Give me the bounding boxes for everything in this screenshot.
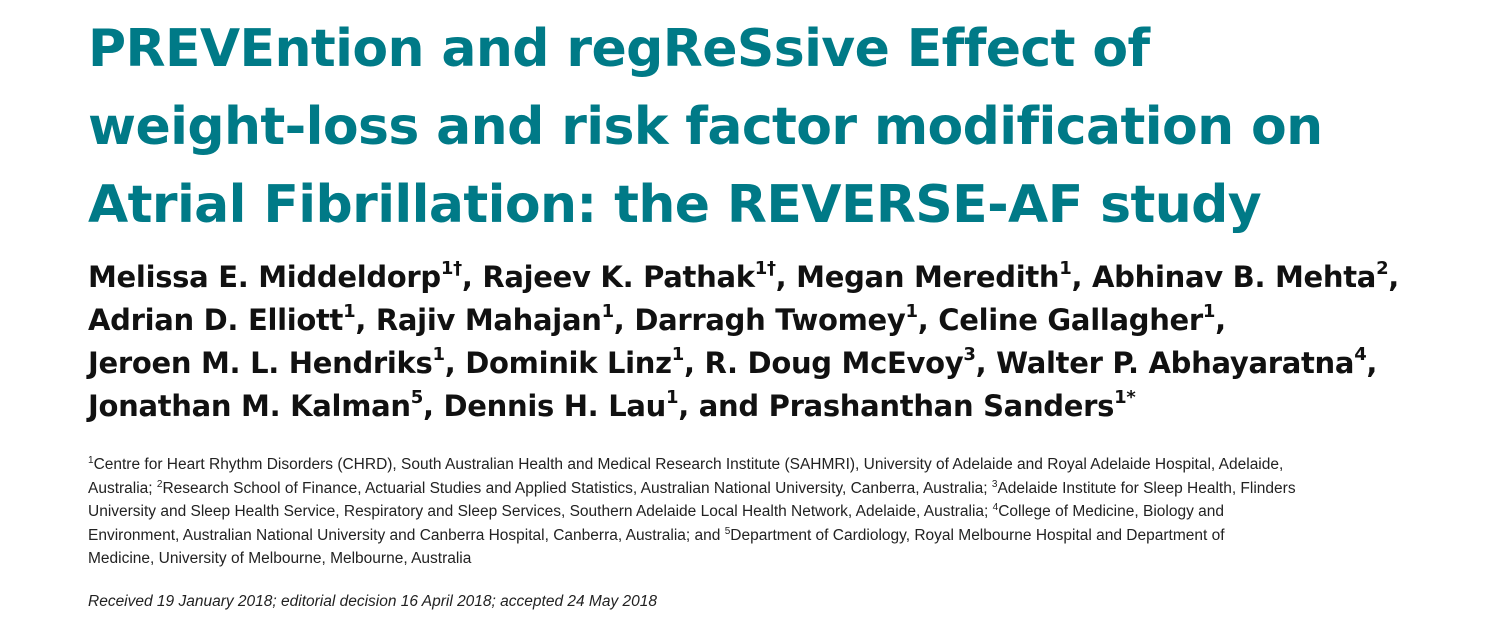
author-name: Jeroen M. L. Hendriks bbox=[88, 346, 433, 380]
affiliation-text: Research School of Finance, Actuarial St… bbox=[162, 479, 992, 497]
author-affiliation-marker: 1 bbox=[671, 344, 685, 365]
affiliation-text: Adelaide Institute for Sleep Health, Fli… bbox=[997, 479, 1296, 497]
author-name: R. Doug McEvoy bbox=[704, 346, 964, 380]
author-affiliation-marker: 1 bbox=[905, 301, 919, 322]
author-affiliation-marker: 1 bbox=[343, 301, 356, 322]
affiliation-text: University and Sleep Health Service, Res… bbox=[88, 503, 993, 520]
affiliation-number: 4 bbox=[992, 502, 999, 513]
author-separator: , bbox=[1366, 346, 1378, 380]
author-separator: , and bbox=[678, 389, 769, 423]
affiliation-text: Medicine, University of Melbourne, Melbo… bbox=[88, 550, 472, 567]
affiliation-line-3: University and Sleep Health Service, Res… bbox=[88, 500, 1428, 524]
received-dates: Received 19 January 2018; editorial deci… bbox=[88, 593, 657, 610]
author-affiliation-marker: 1† bbox=[440, 258, 462, 279]
author-name: Adrian D. Elliott bbox=[88, 303, 344, 337]
affiliation-line-5: Medicine, University of Melbourne, Melbo… bbox=[88, 547, 1428, 571]
author-name: Prashanthan Sanders bbox=[768, 389, 1115, 423]
author-name: Rajiv Mahajan bbox=[375, 303, 602, 337]
author-separator: , bbox=[461, 260, 483, 294]
author-name: Dennis H. Lau bbox=[443, 389, 666, 423]
author-name: Dominik Linz bbox=[465, 346, 672, 380]
affiliation-list: 1Centre for Heart Rhythm Disorders (CHRD… bbox=[88, 453, 1428, 571]
author-affiliation-marker: 1 bbox=[1059, 258, 1072, 279]
affiliation-number: 3 bbox=[991, 478, 998, 490]
author-name: Jonathan M. Kalman bbox=[88, 389, 411, 423]
author-list: Melissa E. Middeldorp1†, Rajeev K. Patha… bbox=[88, 256, 1428, 428]
author-affiliation-marker: 4 bbox=[1354, 344, 1367, 365]
affiliation-text: Centre for Heart Rhythm Disorders (CHRD)… bbox=[93, 456, 1284, 473]
author-line-3: Jeroen M. L. Hendriks1, Dominik Linz1, R… bbox=[88, 342, 1428, 385]
affiliation-text: Environment, Australian National Univers… bbox=[88, 526, 725, 544]
author-separator: , bbox=[1388, 260, 1400, 294]
affiliation-line-4: Environment, Australian National Univers… bbox=[88, 524, 1428, 548]
author-line-4: Jonathan M. Kalman5, Dennis H. Lau1, and… bbox=[88, 385, 1428, 428]
author-separator: , bbox=[975, 346, 997, 380]
author-separator: , bbox=[683, 346, 705, 380]
author-separator: , bbox=[1071, 260, 1093, 294]
affiliation-number: 2 bbox=[156, 478, 163, 490]
author-affiliation-marker: 1 bbox=[601, 301, 615, 322]
author-separator: , bbox=[917, 303, 939, 337]
affiliation-number: 1 bbox=[88, 455, 94, 466]
author-name: Rajeev K. Pathak bbox=[482, 260, 755, 294]
author-name: Darragh Twomey bbox=[634, 303, 906, 337]
author-separator: , bbox=[1215, 303, 1226, 337]
author-affiliation-marker: 1† bbox=[754, 258, 776, 279]
author-name: Melissa E. Middeldorp bbox=[88, 260, 441, 294]
title-line-3: Atrial Fibrillation: the REVERSE-AF stud… bbox=[88, 175, 1262, 235]
affiliation-line-1: 1Centre for Heart Rhythm Disorders (CHRD… bbox=[88, 453, 1428, 477]
title-line-2: weight-loss and risk factor modification… bbox=[88, 97, 1323, 157]
article-title: PREVEntion and regReSsive Effect of weig… bbox=[88, 10, 1408, 244]
author-affiliation-marker: 1* bbox=[1114, 387, 1136, 408]
author-affiliation-marker: 1 bbox=[666, 387, 679, 408]
author-affiliation-marker: 1 bbox=[1202, 301, 1216, 322]
affiliation-line-2: Australia; 2Research School of Finance, … bbox=[88, 477, 1428, 501]
author-line-2: Adrian D. Elliott1, Rajiv Mahajan1, Darr… bbox=[88, 299, 1428, 342]
author-name: Megan Meredith bbox=[796, 260, 1060, 294]
author-separator: , bbox=[355, 303, 376, 337]
author-affiliation-marker: 1 bbox=[432, 344, 446, 365]
affiliation-text: Department of Cardiology, Royal Melbourn… bbox=[730, 526, 1225, 544]
author-name: Abhinav B. Mehta bbox=[1092, 260, 1377, 294]
author-separator: , bbox=[775, 260, 797, 294]
title-line-1: PREVEntion and regReSsive Effect of bbox=[88, 19, 1150, 79]
author-separator: , bbox=[613, 303, 635, 337]
author-separator: , bbox=[444, 346, 466, 380]
author-line-1: Melissa E. Middeldorp1†, Rajeev K. Patha… bbox=[88, 256, 1428, 299]
author-name: Walter P. Abhayaratna bbox=[996, 346, 1355, 380]
author-affiliation-marker: 3 bbox=[963, 344, 976, 365]
affiliation-text: Australia; bbox=[88, 479, 157, 497]
author-separator: , bbox=[422, 389, 444, 423]
affiliation-number: 5 bbox=[724, 525, 731, 537]
affiliation-text: College of Medicine, Biology and bbox=[998, 503, 1224, 520]
author-affiliation-marker: 2 bbox=[1376, 258, 1389, 279]
author-name: Celine Gallagher bbox=[938, 303, 1203, 337]
author-affiliation-marker: 5 bbox=[410, 387, 424, 408]
